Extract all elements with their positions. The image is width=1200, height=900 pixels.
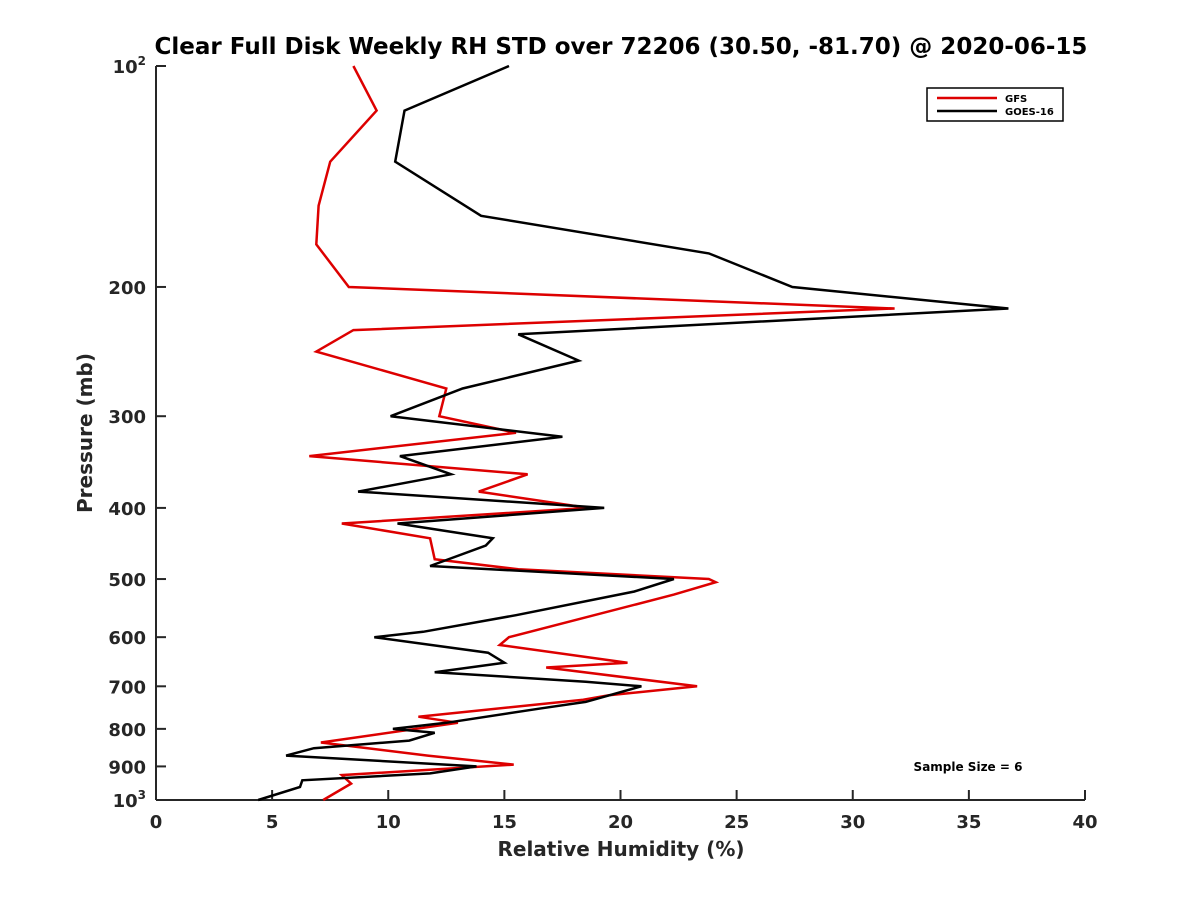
y-tick-label: 400 [108, 499, 146, 520]
y-tick-label: 600 [108, 628, 146, 649]
y-tick-label: 200 [108, 278, 146, 299]
legend-entry: GFS [1005, 94, 1027, 105]
x-tick-label: 5 [266, 812, 279, 833]
x-tick-label: 35 [956, 812, 981, 833]
x-tick-label: 20 [608, 812, 633, 833]
y-tick-label: 103 [113, 788, 146, 812]
y-tick-label: 300 [108, 407, 146, 428]
axes: 0 5 10 15 20 25 30 35 40 102 200 300 400 500 600 700 800… [108, 54, 1097, 833]
legend: GFS GOES-16 [926, 87, 1064, 122]
series-layer [257, 64, 1009, 802]
x-tick-label: 40 [1072, 812, 1097, 833]
x-tick-label: 0 [150, 812, 163, 833]
y-tick-label: 102 [113, 54, 146, 78]
y-tick-label: 800 [108, 720, 146, 741]
series-line-gfs [309, 65, 895, 802]
y-tick-label: 700 [108, 677, 146, 698]
legend-box [926, 87, 1064, 122]
x-tick-label: 15 [492, 812, 517, 833]
sample-size-annotation: Sample Size = 6 [914, 760, 1023, 774]
y-tick-label: 500 [108, 570, 146, 591]
x-axis-label: Relative Humidity (%) [497, 837, 744, 861]
x-tick-label: 30 [840, 812, 865, 833]
x-tick-label: 10 [376, 812, 401, 833]
x-tick-label: 25 [724, 812, 749, 833]
series-line-goes-16 [257, 64, 1009, 802]
legend-entry: GOES-16 [1005, 107, 1054, 118]
y-tick-label: 900 [108, 757, 146, 778]
y-axis-label: Pressure (mb) [73, 353, 97, 513]
chart-title: Clear Full Disk Weekly RH STD over 72206… [155, 34, 1088, 60]
